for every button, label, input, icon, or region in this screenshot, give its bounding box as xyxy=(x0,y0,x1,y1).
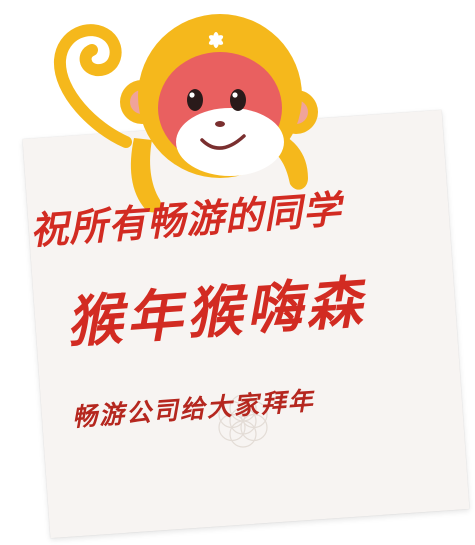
monkey-mascot-icon xyxy=(30,0,330,225)
flower-of-life-icon xyxy=(215,385,271,462)
